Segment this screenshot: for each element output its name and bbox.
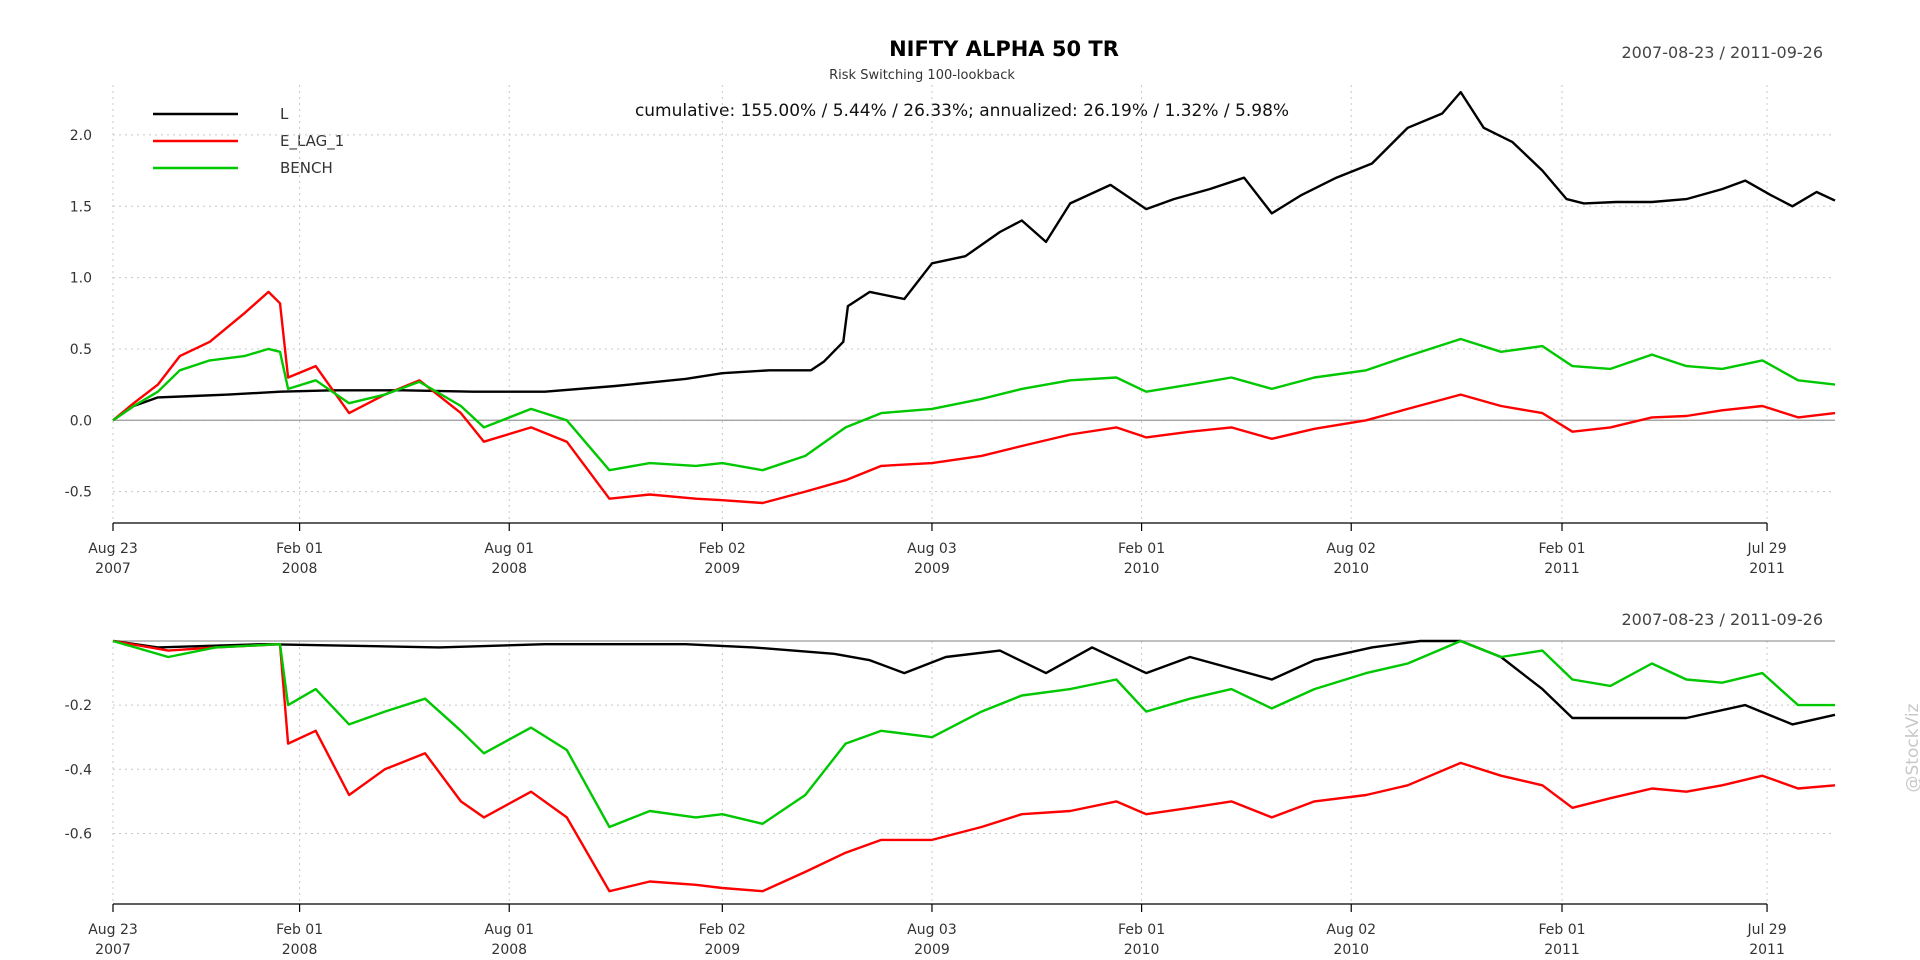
top-y-tick-label: 1.0 (70, 271, 92, 287)
top-x-tick-label: Aug 02 (1326, 541, 1376, 557)
bottom-x-tick-year: 2011 (1544, 942, 1580, 958)
bottom-x-tick-year: 2008 (282, 942, 318, 958)
bottom-series-e-lag-1 (112, 639, 1836, 893)
cumulative-returns-panel: -0.5 0.0 0.5 1.0 1.5 2.0 Aug 23 2007 Feb 01 2008 A… (65, 85, 1836, 577)
bottom-x-tick-label: Jul 29 (1746, 922, 1786, 938)
top-x-tick-year: 2010 (1333, 561, 1369, 577)
top-x-tick-year: 2010 (1124, 561, 1160, 577)
bottom-y-tick-label: -0.2 (65, 698, 92, 714)
top-x-tick-year: 2008 (282, 561, 318, 577)
bottom-x-tick-year: 2007 (95, 942, 131, 958)
date-range-top: 2007-08-23 / 2011-09-26 (1621, 43, 1823, 62)
top-y-tick-label: 2.0 (70, 128, 92, 144)
top-x-tick-year: 2011 (1749, 561, 1785, 577)
bottom-x-tick-label: Feb 01 (1118, 922, 1165, 938)
date-range-bottom: 2007-08-23 / 2011-09-26 (1621, 610, 1823, 629)
legend: L E_LAG_1 BENCH (153, 105, 344, 177)
bottom-x-tick-year: 2009 (914, 942, 950, 958)
top-x-tick-year: 2007 (95, 561, 131, 577)
top-x-tick-label: Feb 02 (699, 541, 746, 557)
chart-title: NIFTY ALPHA 50 TR (889, 37, 1119, 61)
top-y-tick-label: 0.5 (70, 342, 92, 358)
top-x-tick-year: 2009 (914, 561, 950, 577)
top-series-l (112, 90, 1836, 422)
top-x-tick-label: Aug 01 (484, 541, 534, 557)
bottom-x-tick-year: 2009 (705, 942, 741, 958)
top-y-tick-label: 1.5 (70, 199, 92, 215)
bottom-x-tick-label: Aug 01 (484, 922, 534, 938)
top-series-e-lag-1 (112, 290, 1836, 505)
bottom-x-tick-year: 2011 (1749, 942, 1785, 958)
top-x-tick-label: Jul 29 (1746, 541, 1786, 557)
bottom-x-tick-label: Feb 02 (699, 922, 746, 938)
bottom-x-tick-label: Aug 23 (88, 922, 138, 938)
bottom-x-tick-year: 2010 (1333, 942, 1369, 958)
legend-label-l: L (280, 105, 289, 123)
top-x-tick-label: Feb 01 (1118, 541, 1165, 557)
top-y-tick-label: -0.5 (65, 485, 92, 501)
top-x-tick-year: 2008 (491, 561, 527, 577)
bottom-y-tick-label: -0.6 (65, 826, 92, 842)
drawdown-panel: -0.2 -0.4 -0.6 Aug 23 2007 Feb 01 2008 Aug 01 20… (65, 639, 1836, 958)
top-series-bench (112, 337, 1836, 472)
bottom-x-tick-year: 2008 (491, 942, 527, 958)
top-x-tick-year: 2011 (1544, 561, 1580, 577)
stats-annotation: cumulative: 155.00% / 5.44% / 26.33%; an… (635, 101, 1289, 121)
bottom-x-tick-label: Aug 02 (1326, 922, 1376, 938)
bottom-x-tick-label: Feb 01 (1538, 922, 1585, 938)
top-x-tick-year: 2009 (705, 561, 741, 577)
bottom-y-tick-label: -0.4 (65, 762, 92, 778)
bottom-x-tick-label: Feb 01 (276, 922, 323, 938)
bottom-series-bench (112, 639, 1835, 829)
top-x-tick-label: Feb 01 (276, 541, 323, 557)
top-y-tick-label: 0.0 (70, 413, 92, 429)
watermark: @StockViz (1903, 703, 1920, 792)
top-x-tick-label: Aug 03 (907, 541, 957, 557)
chart-subtitle: Risk Switching 100-lookback (829, 68, 1015, 83)
legend-label-bench: BENCH (280, 159, 333, 177)
bottom-series-l (112, 639, 1836, 726)
top-x-tick-label: Feb 01 (1538, 541, 1585, 557)
legend-label-e-lag-1: E_LAG_1 (280, 132, 344, 151)
top-x-tick-label: Aug 23 (88, 541, 138, 557)
bottom-x-tick-year: 2010 (1124, 942, 1160, 958)
bottom-x-tick-label: Aug 03 (907, 922, 957, 938)
